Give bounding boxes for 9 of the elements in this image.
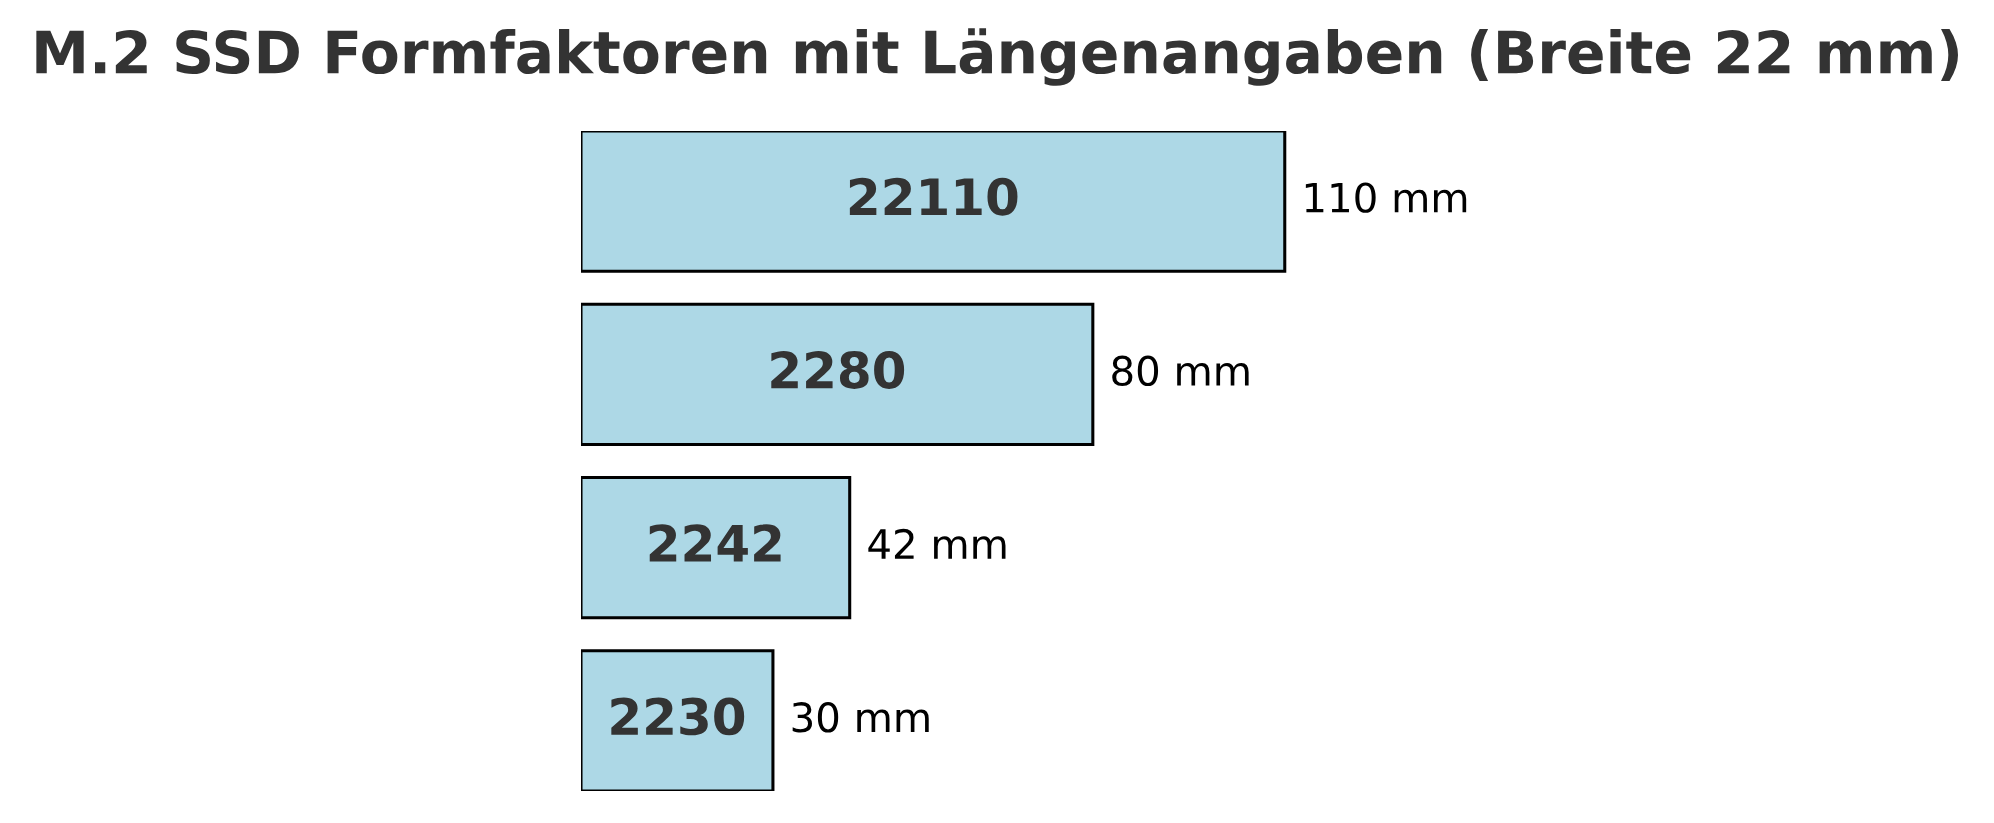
data-label: 80 mm (1112, 355, 1249, 387)
chart-title: M.2 SSD Formfaktoren mit Längenangaben (Breite 22 mm) (36, 28, 1958, 86)
y-tick-label: 2280 (771, 351, 905, 389)
data-label: 42 mm (868, 528, 1006, 559)
y-tick-label: 2242 (649, 524, 781, 562)
data-label: 110 mm (1305, 182, 1467, 213)
data-label: 30 mm (792, 702, 929, 733)
y-tick-label: 22110 (849, 177, 1018, 216)
y-tick-label: 2230 (611, 697, 745, 736)
